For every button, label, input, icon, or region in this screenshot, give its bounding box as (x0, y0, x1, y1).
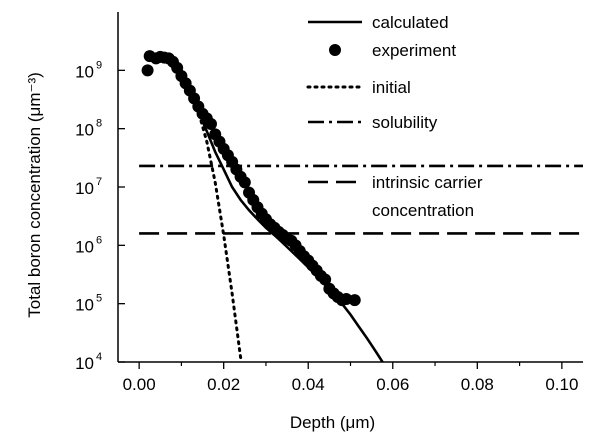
legend-label: experiment (372, 41, 456, 60)
experiment-point (238, 176, 251, 189)
x-tick-label: 0.02 (207, 375, 240, 394)
legend-label: intrinsic carrier (372, 173, 483, 192)
y-tick-exponent: 7 (96, 176, 102, 188)
y-tick-exponent: 9 (96, 59, 102, 71)
legend-label: calculated (372, 13, 449, 32)
legend-label-line2: concentration (372, 201, 474, 220)
y-tick-exponent: 8 (96, 118, 102, 130)
x-tick-label: 0.08 (461, 375, 494, 394)
y-tick-label: 10 (75, 237, 94, 256)
legend-label: solubility (372, 113, 438, 132)
y-tick-label: 10 (75, 62, 94, 81)
y-tick-exponent: 4 (96, 351, 102, 363)
x-tick-label: 0.00 (123, 375, 156, 394)
experiment-point (348, 294, 361, 307)
legend-label: initial (372, 78, 411, 97)
y-tick-label: 10 (75, 121, 94, 140)
plot-area (139, 50, 583, 362)
y-tick-exponent: 5 (96, 293, 102, 305)
x-tick-label: 0.10 (545, 375, 578, 394)
y-tick-label: 10 (75, 354, 94, 373)
x-axis-label: Depth (μm) (290, 413, 375, 432)
x-tick-label: 0.04 (292, 375, 325, 394)
y-tick-exponent: 6 (96, 234, 102, 246)
series-line-initial (188, 86, 245, 362)
legend-marker-experiment (329, 44, 341, 56)
y-tick-label: 10 (75, 179, 94, 198)
experiment-point (205, 118, 217, 131)
legend: calculated experiment initial solubility int… (306, 13, 483, 220)
experiment-point (319, 273, 332, 286)
x-tick-label: 0.06 (376, 375, 409, 394)
experiment-point (141, 64, 154, 77)
y-tick-label: 10 (75, 296, 94, 315)
y-axis-label: Total boron concentration (μm⁻³) (25, 72, 44, 318)
